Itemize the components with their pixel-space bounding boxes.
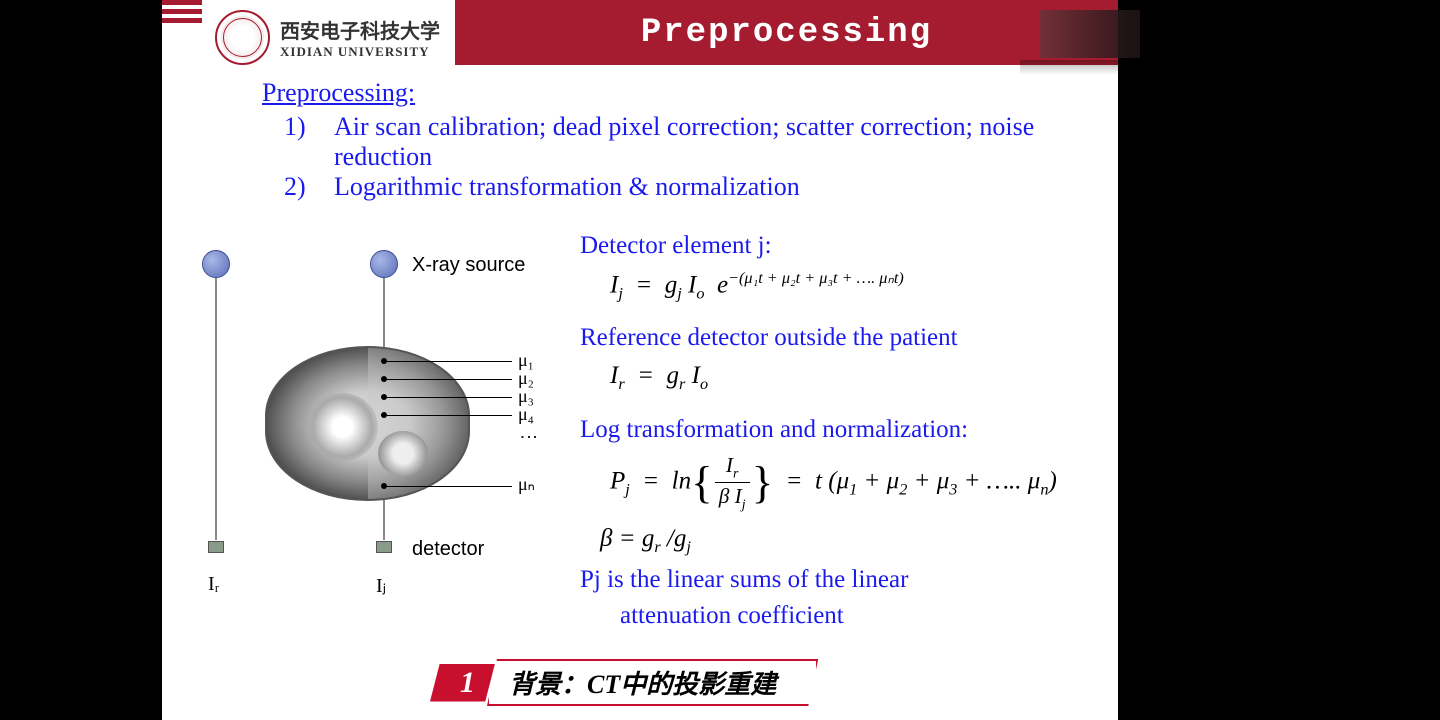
ir-label: Iᵣ (208, 573, 219, 596)
right-black-region (1118, 0, 1440, 720)
beam-left (215, 278, 217, 540)
reference-eq-title: Reference detector outside the patient (580, 324, 1100, 352)
ct-inner-1 (307, 393, 377, 461)
mu-line-n (387, 486, 512, 487)
header-shadow (1020, 60, 1118, 75)
reference-eq-formula: Ir = gr Io (610, 360, 1100, 395)
mu-line-3 (387, 397, 512, 398)
mu-label-n: μₙ (518, 474, 535, 495)
logo-chinese: 西安电子科技大学 (280, 15, 440, 44)
xray-label: X-ray source (412, 254, 525, 277)
footer-banner: 1 背景：CT中的投影重建 (430, 660, 818, 705)
conclusion-line-2: attenuation coefficient (620, 602, 1100, 630)
list-item-2: 2) Logarithmic transformation & normaliz… (284, 172, 1092, 202)
detector-right-icon (376, 541, 392, 553)
conclusion-line-1: Pj is the linear sums of the linear (580, 566, 1100, 594)
mu-line-4 (387, 415, 512, 416)
list-text-2: Logarithmic transformation & normalizati… (334, 172, 800, 202)
footer-text: 背景：CT中的投影重建 (509, 670, 776, 699)
section-title: Preprocessing: (262, 78, 1092, 108)
footer-number: 1 (430, 664, 495, 702)
mu-line-1 (387, 361, 512, 362)
log-eq-formula: Pj = ln{Irβ Ij} = t (μ1 + μ2 + μ3 + ….. … (610, 452, 1100, 513)
list-num-1: 1) (284, 112, 314, 172)
list-num-2: 2) (284, 172, 314, 202)
header-bar: Preprocessing (455, 0, 1118, 65)
detector-left-icon (208, 541, 224, 553)
detector-label: detector (412, 538, 484, 561)
xray-source-right-icon (370, 250, 398, 278)
equations-area: Detector element j: Ij = gj Io e−(μ₁t + … (580, 232, 1100, 638)
content-area: Preprocessing: 1) Air scan calibration; … (262, 78, 1092, 202)
mu-label-4: μ₄ (518, 404, 534, 425)
left-black-region (0, 0, 162, 720)
ct-inner-2 (378, 431, 428, 476)
beta-formula: β = gr /gj (600, 523, 1100, 558)
university-logo: 西安电子科技大学 XIDIAN UNIVERSITY (215, 10, 440, 65)
list-item-1: 1) Air scan calibration; dead pixel corr… (284, 112, 1092, 172)
mu-dots: ⋮ (518, 428, 540, 446)
logo-english: XIDIAN UNIVERSITY (280, 44, 440, 60)
ij-label: Iⱼ (376, 573, 386, 598)
logo-text: 西安电子科技大学 XIDIAN UNIVERSITY (280, 15, 440, 60)
header-title: Preprocessing (641, 14, 932, 52)
list-text-1: Air scan calibration; dead pixel correct… (334, 112, 1092, 172)
preprocessing-list: 1) Air scan calibration; dead pixel corr… (262, 112, 1092, 202)
log-eq-title: Log transformation and normalization: (580, 416, 1100, 444)
ct-scan-image (265, 346, 470, 501)
detector-eq-formula: Ij = gj Io e−(μ₁t + μ₂t + μ₃t + …. μₙt) (610, 268, 1100, 304)
footer-text-box: 背景：CT中的投影重建 (487, 659, 818, 706)
detector-eq-title: Detector element j: (580, 232, 1100, 260)
ct-diagram: X-ray source μ₁ μ₂ μ₃ μ₄ ⋮ μₙ detector I… (190, 248, 560, 608)
decorative-stripes (162, 0, 202, 30)
mu-line-2 (387, 379, 512, 380)
xray-source-left-icon (202, 250, 230, 278)
logo-seal-icon (215, 10, 270, 65)
smudge-overlay (1040, 10, 1140, 58)
